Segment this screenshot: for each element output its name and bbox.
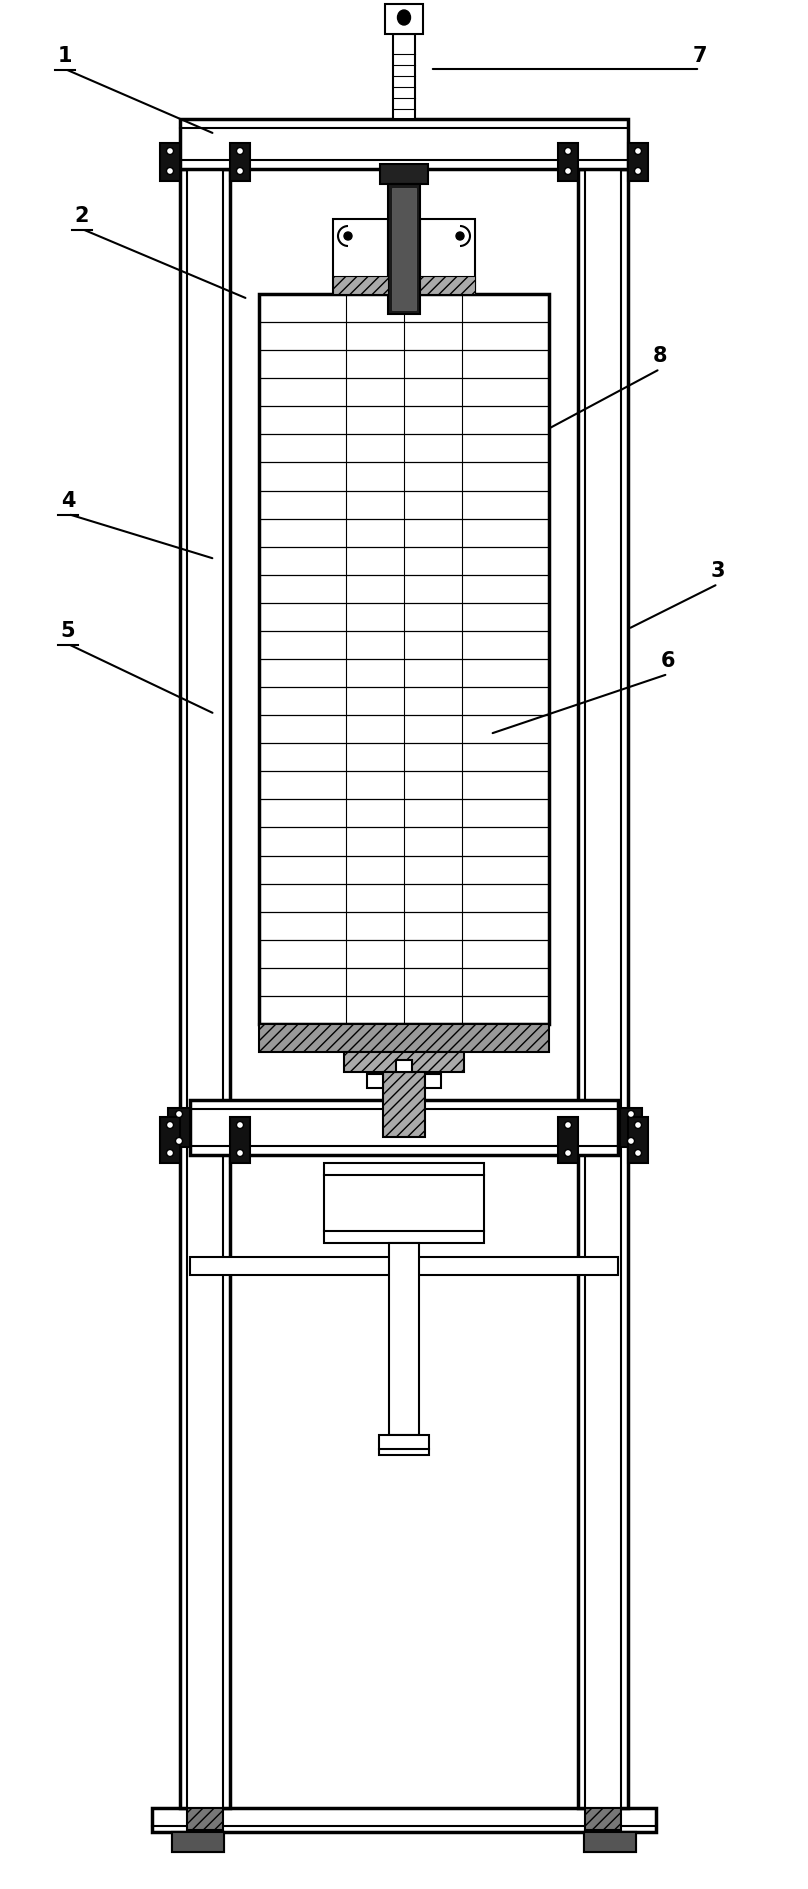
- Bar: [584, 1832, 636, 1851]
- Bar: [388, 185, 420, 315]
- Bar: [628, 1118, 648, 1164]
- Bar: [584, 1832, 636, 1851]
- Ellipse shape: [166, 1122, 174, 1130]
- Bar: [385, 6, 423, 36]
- Polygon shape: [420, 219, 475, 295]
- Ellipse shape: [565, 1122, 571, 1130]
- Bar: [187, 170, 223, 1808]
- Bar: [172, 1832, 224, 1851]
- Bar: [172, 1832, 224, 1851]
- Ellipse shape: [628, 1137, 634, 1145]
- Bar: [168, 1109, 190, 1147]
- Ellipse shape: [166, 149, 174, 155]
- Bar: [558, 144, 578, 181]
- Ellipse shape: [565, 168, 571, 176]
- Bar: [383, 1073, 425, 1137]
- Text: 4: 4: [61, 491, 75, 510]
- Bar: [324, 1164, 484, 1243]
- Bar: [180, 170, 230, 1808]
- Bar: [190, 1258, 618, 1275]
- Bar: [628, 144, 648, 181]
- Bar: [187, 1808, 223, 1830]
- Ellipse shape: [634, 149, 642, 155]
- Polygon shape: [333, 219, 388, 295]
- Bar: [392, 189, 416, 312]
- Text: 2: 2: [75, 206, 89, 227]
- Bar: [259, 295, 549, 1024]
- Ellipse shape: [628, 1111, 634, 1118]
- Bar: [425, 1075, 441, 1088]
- Ellipse shape: [166, 168, 174, 176]
- Ellipse shape: [237, 149, 243, 155]
- Text: 7: 7: [692, 45, 707, 66]
- Bar: [380, 164, 428, 185]
- Bar: [152, 1808, 656, 1832]
- Bar: [344, 1052, 464, 1073]
- Ellipse shape: [634, 1150, 642, 1156]
- Text: 3: 3: [711, 561, 726, 580]
- Text: 1: 1: [57, 45, 72, 66]
- Ellipse shape: [634, 1122, 642, 1130]
- Ellipse shape: [175, 1137, 183, 1145]
- Bar: [389, 1243, 419, 1436]
- Ellipse shape: [237, 168, 243, 176]
- Ellipse shape: [175, 1111, 183, 1118]
- Bar: [333, 278, 388, 295]
- Bar: [230, 1118, 250, 1164]
- Bar: [160, 144, 180, 181]
- Bar: [259, 1024, 549, 1052]
- Ellipse shape: [634, 168, 642, 176]
- Ellipse shape: [456, 232, 464, 242]
- Bar: [620, 1109, 642, 1147]
- Bar: [420, 278, 475, 295]
- Bar: [190, 1101, 618, 1156]
- Bar: [230, 144, 250, 181]
- Ellipse shape: [565, 1150, 571, 1156]
- Bar: [367, 1075, 383, 1088]
- Bar: [396, 1060, 412, 1073]
- Bar: [180, 119, 628, 170]
- Ellipse shape: [398, 11, 410, 26]
- Bar: [578, 170, 628, 1808]
- Bar: [379, 1436, 429, 1455]
- Bar: [585, 170, 621, 1808]
- Bar: [585, 1808, 621, 1830]
- Text: 6: 6: [661, 650, 675, 671]
- Ellipse shape: [344, 232, 352, 242]
- Ellipse shape: [237, 1122, 243, 1130]
- Text: 8: 8: [653, 346, 667, 366]
- Bar: [558, 1118, 578, 1164]
- Bar: [393, 36, 415, 119]
- Ellipse shape: [565, 149, 571, 155]
- Bar: [160, 1118, 180, 1164]
- Ellipse shape: [166, 1150, 174, 1156]
- Ellipse shape: [237, 1150, 243, 1156]
- Text: 5: 5: [61, 621, 75, 640]
